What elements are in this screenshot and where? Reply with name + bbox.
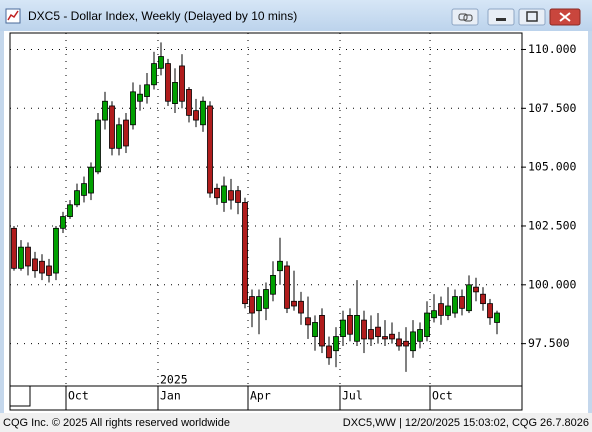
link-button[interactable] <box>451 8 479 26</box>
candle-body <box>298 300 304 314</box>
minimize-button[interactable] <box>487 8 515 26</box>
candle-body <box>116 124 122 149</box>
candle-body <box>312 322 318 337</box>
candle-body <box>487 303 493 319</box>
candle-body <box>95 119 101 173</box>
candle-body <box>431 310 437 319</box>
x-axis-area <box>9 385 523 411</box>
candle-body <box>340 319 346 337</box>
candle-body <box>123 119 129 147</box>
candle-body <box>102 100 108 121</box>
candle-body <box>60 216 66 229</box>
candle-body <box>151 63 157 86</box>
copyright: CQG Inc. © 2025 All rights reserved worl… <box>3 417 230 429</box>
candle-body <box>74 190 80 206</box>
candle-body <box>368 329 374 340</box>
candle-body <box>221 185 227 203</box>
candle-body <box>200 100 206 126</box>
candle-body <box>480 293 486 305</box>
year-label: 2025 <box>160 373 188 387</box>
candle-body <box>333 336 339 352</box>
candle-body <box>39 260 45 274</box>
candle-body <box>165 63 171 102</box>
x-tick-label: Jan <box>160 389 181 403</box>
close-button[interactable] <box>549 8 581 26</box>
candle-body <box>207 105 213 194</box>
candle-body <box>46 265 52 276</box>
window-title: DXC5 - Dollar Index, Weekly (Delayed by … <box>28 9 297 23</box>
x-tick-label: Oct <box>68 389 89 403</box>
candle-body <box>284 265 290 309</box>
candle-body <box>270 274 276 295</box>
candle-body <box>494 312 500 323</box>
candle-body <box>32 258 38 272</box>
candle-body <box>179 65 185 102</box>
x-tick-label: Apr <box>250 389 271 403</box>
maximize-button[interactable] <box>518 8 546 26</box>
candle-body <box>242 202 248 305</box>
y-tick-label: 105.000 <box>528 160 577 174</box>
candle-body <box>326 345 332 359</box>
candle-body <box>389 333 395 340</box>
status-info: DXC5,WW | 12/20/2025 15:03:02, CQG 26.7.… <box>343 417 589 429</box>
y-tick-label: 107.500 <box>528 101 577 115</box>
candle-body <box>67 204 73 217</box>
candle-body <box>305 317 311 326</box>
candle-body <box>459 296 465 309</box>
candle-body <box>109 105 115 149</box>
plot-area <box>9 32 523 387</box>
app-icon <box>5 8 21 24</box>
corner-box <box>9 385 31 407</box>
candle-body <box>25 246 31 267</box>
candle-body <box>347 314 353 335</box>
candle-body <box>438 303 444 316</box>
candle-body <box>144 84 150 97</box>
chart: 97.500 100.000 102.500 105.000 107.500 110.00… <box>9 32 577 411</box>
candle-body <box>410 331 416 352</box>
candle-body <box>235 190 241 203</box>
candle-body <box>137 93 143 102</box>
y-tick-label: 97.500 <box>528 336 570 350</box>
candle-body <box>354 314 360 342</box>
candle-body <box>130 91 136 126</box>
candle-body <box>249 296 255 314</box>
candle-body <box>88 166 94 194</box>
candle-body <box>277 260 283 272</box>
candle-body <box>158 56 164 69</box>
candle-body <box>403 340 409 347</box>
candle-body <box>319 314 325 347</box>
candle-body <box>361 319 367 340</box>
candle-body <box>214 187 220 199</box>
y-tick-label: 100.000 <box>528 277 577 291</box>
candle-body <box>424 312 430 337</box>
candle-body <box>53 227 59 274</box>
candle-body <box>228 190 234 201</box>
candle-body <box>382 336 388 340</box>
candle-body <box>445 305 451 316</box>
candle-body <box>375 326 381 337</box>
candle-body <box>172 82 178 104</box>
candle-body <box>81 183 87 196</box>
y-tick-label: 102.500 <box>528 218 577 232</box>
candle-body <box>193 110 199 121</box>
candle-body <box>291 300 297 307</box>
candle-body <box>396 338 402 347</box>
candle-body <box>186 89 192 116</box>
candle-body <box>256 296 262 312</box>
y-tick-label: 110.000 <box>528 42 577 56</box>
candle-body <box>417 329 423 342</box>
candle-body <box>263 289 269 309</box>
candle-body <box>452 296 458 314</box>
candle-body <box>473 286 479 293</box>
candle-body <box>18 246 24 269</box>
x-tick-label: Jul <box>342 389 363 403</box>
status-bar <box>0 413 592 432</box>
x-tick-label: Oct <box>432 389 453 403</box>
candle-body <box>466 284 472 312</box>
candle-body <box>11 227 17 269</box>
